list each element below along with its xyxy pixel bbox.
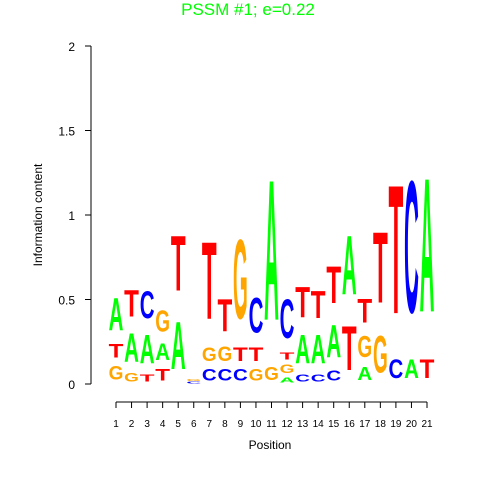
y-axis-label: Information content: [31, 163, 45, 266]
logo-letter: C: [217, 365, 232, 384]
logo-letter: G: [109, 363, 124, 384]
logo-letter: T: [217, 289, 232, 342]
logo-letter: G: [233, 218, 248, 344]
logo-letter: G: [249, 365, 264, 384]
x-tick-label: 20: [406, 419, 418, 430]
logo-letter: C: [295, 373, 310, 385]
logo-letter: T: [171, 220, 186, 308]
logo-letter: T: [295, 279, 310, 327]
logo-letter: C: [233, 365, 248, 384]
logo-letter: A: [420, 138, 435, 352]
logo-letter: T: [280, 350, 296, 362]
chart-title: PSSM #1; e=0.22: [181, 0, 315, 19]
logo-letter: G: [124, 371, 139, 384]
logo-letter: A: [124, 325, 139, 370]
logo-letter: T: [342, 315, 357, 385]
logo-letter: T: [311, 283, 326, 326]
x-tick-label: 6: [191, 419, 197, 430]
x-tick-label: 14: [313, 419, 325, 430]
x-tick-label: 13: [297, 419, 309, 430]
x-tick-label: 9: [238, 419, 244, 430]
logo-letter: G: [202, 345, 217, 366]
y-tick-label: 1.5: [58, 125, 75, 139]
x-axis-label: Position: [249, 438, 292, 452]
logo-letter: A: [264, 139, 279, 363]
logo-letter: A: [326, 314, 341, 367]
logo-letter: G: [186, 379, 201, 382]
x-tick-label: 16: [344, 419, 356, 430]
logo-letter: T: [326, 256, 341, 315]
logo-letter: T: [202, 220, 217, 343]
logo-letter: C: [311, 373, 326, 385]
logo-letter: G: [264, 363, 279, 383]
x-tick-label: 12: [281, 419, 293, 430]
x-tick-label: 2: [129, 419, 135, 430]
logo-letter: A: [171, 308, 186, 384]
y-tick-label: 1: [68, 209, 75, 223]
logo-letter: C: [140, 283, 155, 327]
logo-letter: A: [342, 219, 357, 314]
logo-letter: G: [373, 326, 388, 385]
logo-letter: C: [249, 289, 264, 344]
logo-letter: A: [155, 339, 170, 366]
logo-letter: A: [140, 327, 155, 372]
x-tick-label: 18: [375, 419, 387, 430]
x-tick-label: 4: [160, 419, 166, 430]
x-tick-label: 8: [222, 419, 228, 430]
logo-letter: G: [357, 331, 372, 365]
logo-letter: G: [217, 343, 232, 366]
logo-letter: T: [233, 343, 248, 365]
logo-letter: T: [373, 210, 388, 324]
logo-letter: T: [249, 343, 264, 365]
logo-letter: A: [109, 287, 124, 340]
logo-letter: T: [389, 146, 404, 352]
x-tick-label: 7: [207, 419, 213, 430]
y-tick-label: 0.5: [58, 294, 75, 308]
x-tick-label: 10: [250, 419, 262, 430]
logo-letter: A: [295, 327, 310, 372]
logo-letter: T: [420, 355, 435, 385]
logo-letter: A: [311, 327, 326, 372]
logo-letter: G: [280, 363, 295, 376]
y-tick-label: 2: [68, 40, 75, 54]
x-tick-label: 5: [175, 419, 181, 430]
x-tick-label: 3: [144, 419, 150, 430]
logo-letter: T: [109, 340, 124, 362]
logo-letter: A: [404, 354, 419, 385]
logo-letter: C: [202, 365, 217, 384]
logo-letter: A: [280, 376, 295, 384]
logo-letter: T: [357, 292, 372, 330]
x-tick-label: 17: [359, 419, 371, 430]
logo-letter: T: [155, 366, 170, 384]
logo-letter: C: [280, 287, 295, 349]
logo-letter: C: [186, 382, 201, 384]
logo-letter: C: [389, 354, 404, 385]
logo-letter: C: [326, 367, 341, 384]
logo-letter: T: [140, 372, 156, 384]
x-tick-label: 1: [113, 419, 119, 430]
y-tick-label: 0: [68, 378, 75, 392]
logo-letter: C: [404, 143, 419, 352]
x-tick-label: 21: [421, 419, 433, 430]
logo-letter: G: [155, 305, 170, 339]
logo-letter: T: [124, 282, 139, 325]
x-tick-label: 11: [266, 419, 277, 430]
logo-letter: A: [357, 365, 372, 385]
x-tick-label: 19: [390, 419, 402, 430]
x-tick-label: 15: [328, 419, 340, 430]
